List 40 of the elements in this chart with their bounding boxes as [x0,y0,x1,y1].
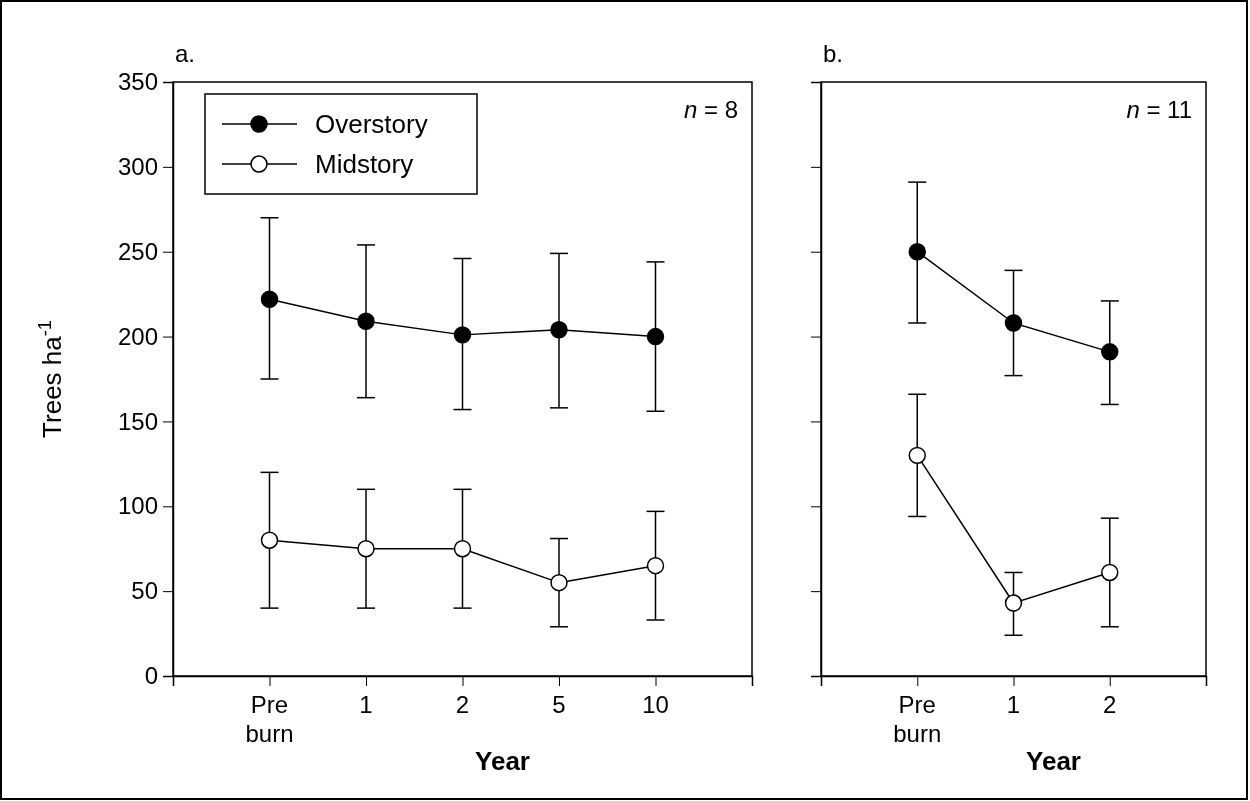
point [550,573,568,592]
chart-title: b. [823,40,844,67]
annotation: n = 11 [1126,96,1192,123]
y-tick-label: 200 [117,322,158,350]
legend-label: Midstory [315,149,414,179]
point [357,540,375,558]
x-axis-title: Year [1026,746,1081,776]
y-tick-label: 0 [144,662,158,690]
point [646,556,665,575]
x-tick-label: 2 [455,691,470,718]
y-tick-label: 100 [117,492,158,520]
point [453,326,472,344]
point [453,540,472,558]
x-tick-label: 1 [1006,691,1021,718]
x-tick-label: 2 [1103,691,1117,718]
point [1101,343,1119,361]
point [1101,563,1119,582]
y-tick-label: 350 [117,68,158,96]
annotation: n = 8 [683,96,738,123]
point [550,321,568,339]
x-tick-label: Pre burn [245,691,294,747]
x-tick-label: 10 [642,691,669,718]
point [357,312,375,331]
point [260,290,279,308]
x-tick-label: 1 [359,691,373,718]
point [908,243,926,261]
point [1004,314,1023,332]
x-axis-title: Year [475,746,530,776]
chart-title: a. [175,40,196,67]
legend-label: Overstory [315,109,428,139]
x-tick-label: 5 [552,691,566,718]
point [260,531,279,549]
point [1004,594,1023,612]
y-tick-label: 250 [117,237,158,265]
y-tick-label: 50 [131,577,158,605]
y-tick-label: 150 [117,407,158,435]
point [646,327,665,346]
point [908,446,926,465]
x-tick-label: Pre burn [893,691,942,747]
y-tick-label: 300 [117,153,158,181]
